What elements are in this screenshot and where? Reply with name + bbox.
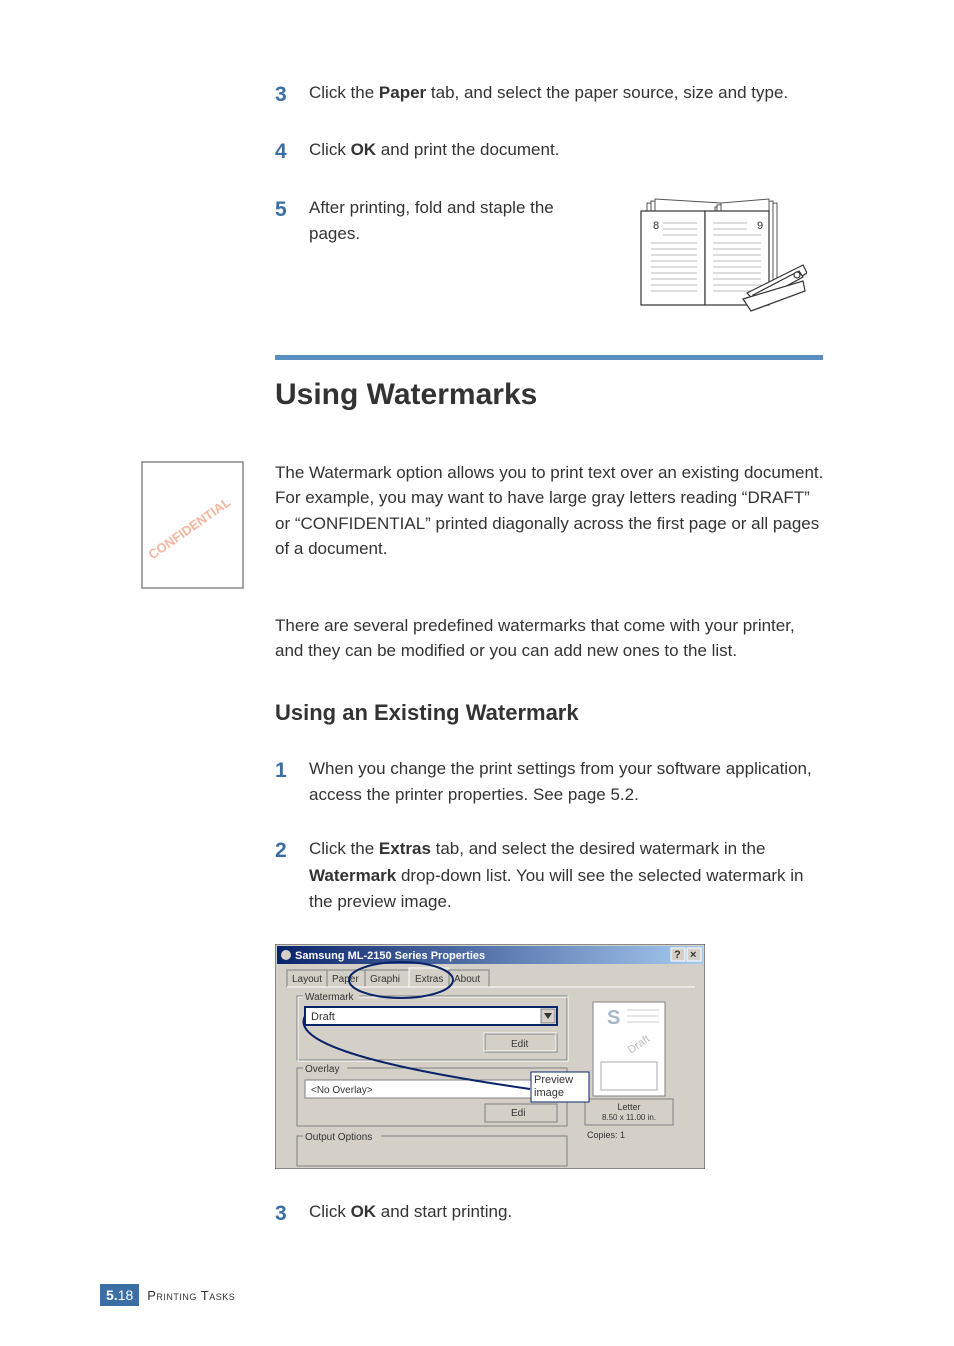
booklet-illustration: 8 9 xyxy=(599,195,824,325)
heading-existing-watermark: Using an Existing Watermark xyxy=(275,700,824,726)
step-text: Click OK and print the document. xyxy=(309,137,559,166)
heading-using-watermarks: Using Watermarks xyxy=(275,378,824,412)
properties-screenshot: Samsung ML-2150 Series Properties ? × La… xyxy=(275,944,824,1169)
step-text: After printing, fold and staple the page… xyxy=(309,195,569,248)
preview-panel: S Draft Letter 8.50 x 11.00 in. Copies: … xyxy=(585,1002,673,1140)
section-divider xyxy=(275,355,823,360)
dialog-title: Samsung ML-2150 Series Properties xyxy=(295,950,485,962)
paragraph-2: There are several predefined watermarks … xyxy=(275,613,824,664)
watermark-dropdown-value: Draft xyxy=(311,1011,335,1023)
svg-text:Paper: Paper xyxy=(332,974,359,985)
overlay-dropdown-value: <No Overlay> xyxy=(311,1085,373,1096)
watermark-intro-row: CONFIDENTIAL The Watermark option allows… xyxy=(100,460,824,595)
booklet-page-right: 9 xyxy=(757,220,763,232)
step-number: 3 xyxy=(275,80,309,109)
svg-text:Layout: Layout xyxy=(292,974,322,985)
watermark-group-label: Watermark xyxy=(305,992,355,1003)
callout-label: Preview image xyxy=(534,1074,588,1100)
page-number-chip: 5.18 xyxy=(100,1284,139,1306)
step-number: 1 xyxy=(275,756,309,809)
step-b1: 1 When you change the print settings fro… xyxy=(275,756,824,809)
edit-overlay-button: Edi xyxy=(511,1108,525,1119)
step-text: Click OK and start printing. xyxy=(309,1199,512,1228)
step-number: 3 xyxy=(275,1199,309,1228)
overlay-group-label: Overlay xyxy=(305,1064,339,1075)
step-b3: 3 Click OK and start printing. xyxy=(275,1199,824,1228)
step-number: 4 xyxy=(275,137,309,166)
step-text: Click the Extras tab, and select the des… xyxy=(309,836,824,915)
preview-copies: Copies: 1 xyxy=(587,1130,625,1140)
step-text: When you change the print settings from … xyxy=(309,756,824,809)
step-3: 3 Click the Paper tab, and select the pa… xyxy=(275,80,824,109)
chapter-title: Printing Tasks xyxy=(147,1288,235,1303)
paragraph-1: The Watermark option allows you to print… xyxy=(275,460,824,562)
booklet-page-left: 8 xyxy=(653,220,659,232)
svg-text:About: About xyxy=(454,974,480,985)
step-5-row: 5 After printing, fold and staple the pa… xyxy=(275,195,824,325)
intro-text: The Watermark option allows you to print… xyxy=(275,460,824,584)
step-b2: 2 Click the Extras tab, and select the d… xyxy=(275,836,824,915)
step-number: 2 xyxy=(275,836,309,915)
output-options-label: Output Options xyxy=(305,1132,372,1143)
step-4: 4 Click OK and print the document. xyxy=(275,137,824,166)
preview-s: S xyxy=(607,1007,620,1029)
booklet-svg: 8 9 xyxy=(617,195,807,325)
preview-caption: Letter xyxy=(617,1102,640,1112)
close-icon: × xyxy=(690,949,696,961)
page-footer: 5.18 Printing Tasks xyxy=(100,1284,235,1306)
svg-text:Extras: Extras xyxy=(415,974,443,985)
document-page: 3 Click the Paper tab, and select the pa… xyxy=(0,0,954,1346)
svg-text:Graphi: Graphi xyxy=(370,974,400,985)
confidential-thumbnail: CONFIDENTIAL xyxy=(140,460,245,595)
step-text: Click the Paper tab, and select the pape… xyxy=(309,80,788,109)
help-icon: ? xyxy=(674,949,681,961)
edit-watermark-button: Edit xyxy=(511,1039,528,1050)
step-number: 5 xyxy=(275,195,309,224)
preview-size: 8.50 x 11.00 in. xyxy=(602,1113,656,1122)
